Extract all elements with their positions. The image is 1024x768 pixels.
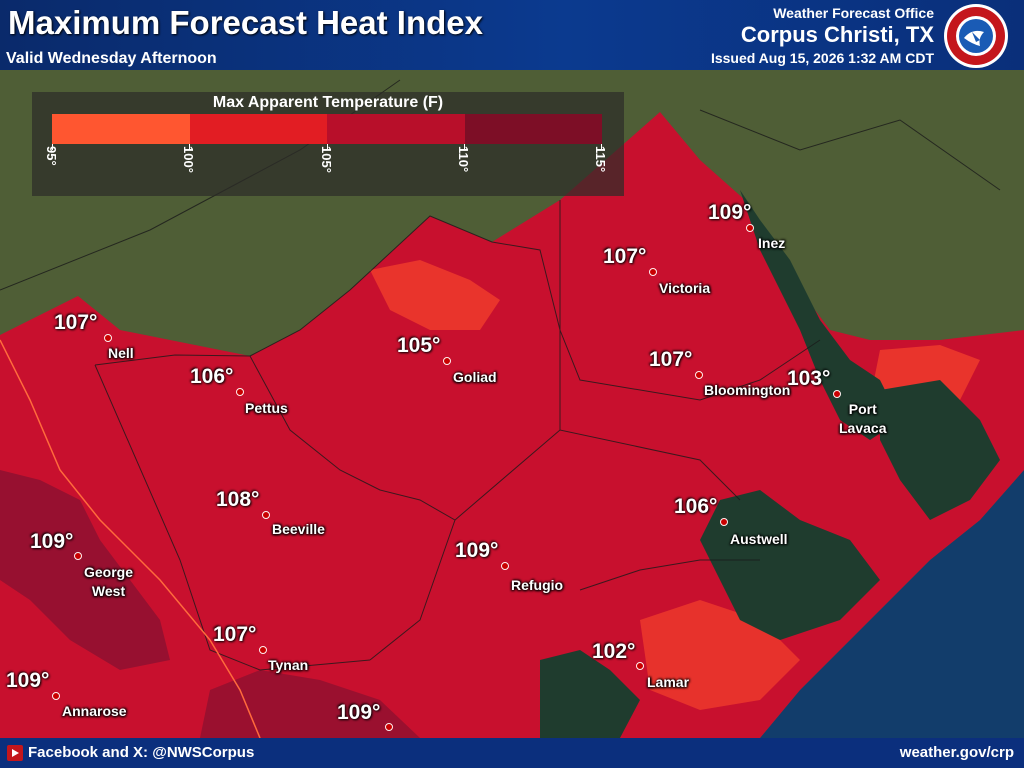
city-dot xyxy=(236,388,244,396)
city-heat-index: 107° xyxy=(649,348,693,371)
legend-tick-mark xyxy=(52,144,53,150)
city-heat-index: 103° xyxy=(787,367,831,390)
social-handle: Facebook and X: @NWSCorpus xyxy=(28,744,255,761)
city-name: Victoria xyxy=(659,280,711,296)
city-dot xyxy=(695,371,703,379)
legend-bin-105-110 xyxy=(327,114,465,144)
city-name: George West xyxy=(84,564,134,599)
legend-tick-mark xyxy=(601,144,602,150)
city-heat-index: 109° xyxy=(708,201,752,224)
city-dot xyxy=(52,692,60,700)
legend-bin-100-105 xyxy=(189,114,327,144)
issued-time: Issued Aug 15, 2026 1:32 AM CDT xyxy=(710,50,934,66)
city-heat-index: 107° xyxy=(603,245,647,268)
city-name: Refugio xyxy=(511,577,564,593)
play-icon xyxy=(7,745,23,761)
bay-water-san-antonio xyxy=(700,490,880,640)
legend-title: Max Apparent Temperature (F) xyxy=(212,94,444,111)
city-name: Bloomington xyxy=(704,382,791,398)
legend-tick-label: 115° xyxy=(593,146,608,173)
legend-tick-label: 105° xyxy=(319,146,334,173)
legend-bin-95-100 xyxy=(52,114,190,144)
city-dot xyxy=(443,357,451,365)
legend-color-bar xyxy=(52,114,602,144)
city-dot xyxy=(833,390,841,398)
bay-water-matagorda xyxy=(880,380,1000,520)
legend-tick-mark xyxy=(327,144,328,150)
city-heat-index: 109° xyxy=(6,669,50,692)
city-heat-index: 107° xyxy=(213,623,257,646)
city-heat-index: 109° xyxy=(337,701,381,724)
nws-logo-icon xyxy=(944,4,1008,68)
heat-light-pocket-goliad xyxy=(370,260,500,330)
website-link[interactable]: weather.gov/crp xyxy=(899,744,1014,761)
city-name: Inez xyxy=(758,235,786,251)
city-name: Port Lavaca xyxy=(839,401,887,436)
city-name: Lamar xyxy=(647,674,690,690)
city-heat-index: 105° xyxy=(397,334,441,357)
city-dot xyxy=(720,518,728,526)
office-name: Corpus Christi, TX xyxy=(740,22,934,47)
header-banner: Maximum Forecast Heat Index Valid Wednes… xyxy=(0,0,1024,70)
city-name: Pettus xyxy=(245,400,288,416)
office-label: Weather Forecast Office xyxy=(773,5,934,21)
legend-tick-label: 95° xyxy=(44,146,59,166)
city-heat-index: 106° xyxy=(190,365,234,388)
city-name: Tynan xyxy=(268,657,309,673)
city-dot xyxy=(501,562,509,570)
valid-time: Valid Wednesday Afternoon xyxy=(6,50,217,67)
legend-bin-110-115 xyxy=(464,114,602,144)
city-dot xyxy=(385,723,393,731)
legend-tick-label: 100° xyxy=(181,146,196,173)
gulf-water xyxy=(760,470,1024,738)
heat-dark-pocket-west xyxy=(0,470,170,670)
city-name: Annarose xyxy=(62,703,127,719)
city-heat-index: 102° xyxy=(592,640,636,663)
city-name: Nell xyxy=(108,345,134,361)
heat-dark-pocket-south xyxy=(200,670,420,738)
city-dot xyxy=(636,662,644,670)
city-heat-index: 106° xyxy=(674,495,718,518)
legend: Max Apparent Temperature (F) 95° 100° 10… xyxy=(32,92,624,196)
city-heat-index: 108° xyxy=(216,488,260,511)
city-name: Beeville xyxy=(272,521,325,537)
city-heat-index: 107° xyxy=(54,311,98,334)
map-title: Maximum Forecast Heat Index xyxy=(8,4,483,41)
county-lines xyxy=(0,79,1001,671)
city-dot xyxy=(259,646,267,654)
city-dot xyxy=(74,552,82,560)
city-heat-index: 109° xyxy=(455,539,499,562)
legend-tick-label: 110° xyxy=(456,146,471,173)
city-heat-index: 109° xyxy=(30,530,74,553)
river-line xyxy=(0,339,261,739)
city-dot xyxy=(649,268,657,276)
city-dot xyxy=(746,224,754,232)
city-name: Austwell xyxy=(730,531,788,547)
city-dot xyxy=(262,511,270,519)
legend-tick-mark xyxy=(189,144,190,150)
bay-water-north xyxy=(740,190,900,440)
legend-tick-mark xyxy=(464,144,465,150)
city-name: Goliad xyxy=(453,369,497,385)
bay-water-copano xyxy=(540,650,640,738)
city-dot xyxy=(104,334,112,342)
footer-bar: Facebook and X: @NWSCorpus weather.gov/c… xyxy=(0,738,1024,768)
